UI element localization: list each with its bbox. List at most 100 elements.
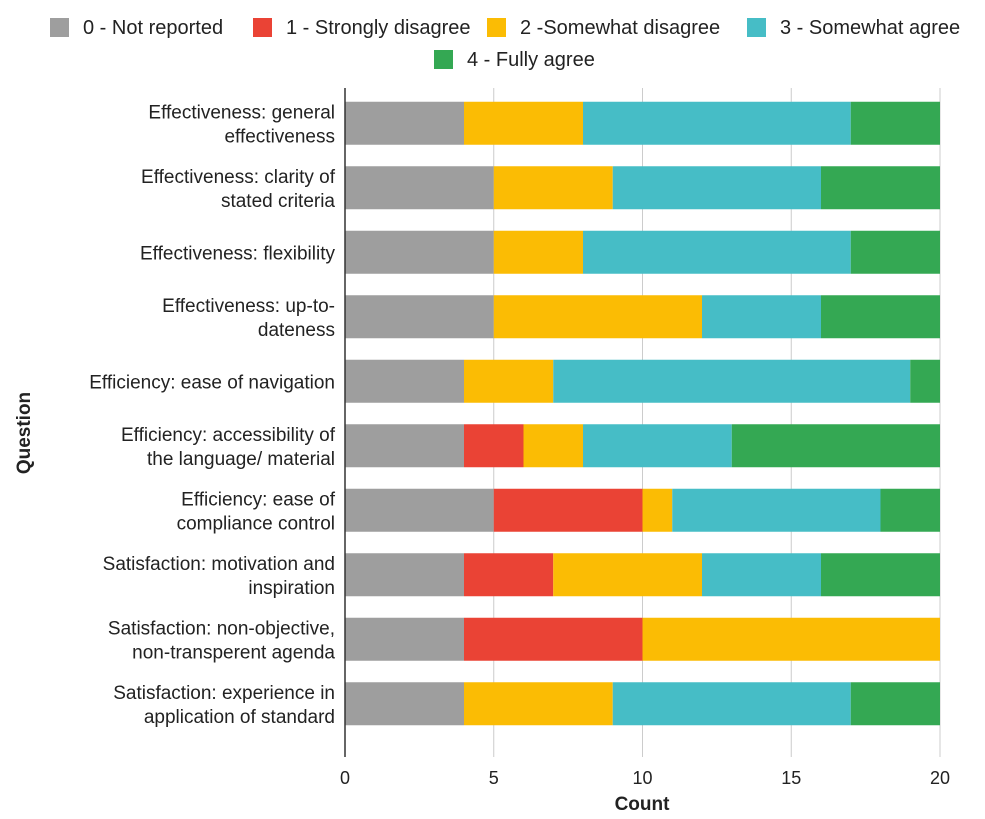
legend-item: 4 - Fully agree	[434, 49, 595, 71]
bar-segment	[493, 488, 643, 532]
legend-item: 2 -Somewhat disagree	[487, 17, 720, 39]
x-tick-label: 5	[489, 768, 499, 788]
bar-segment	[345, 424, 464, 468]
bar-segment	[553, 359, 911, 403]
bar-segment	[702, 553, 821, 597]
category-label-line: non-transperent agenda	[132, 642, 335, 663]
bar-segment	[345, 101, 464, 145]
legend-swatch	[434, 50, 453, 69]
category-label: Satisfaction: experience in application o…	[113, 683, 335, 728]
category-label: Efficiency: ease of compliance control	[177, 489, 336, 534]
bar-segment	[345, 553, 464, 597]
bar-segment	[553, 553, 702, 597]
bar-segment	[464, 424, 524, 468]
legend-label: 4 - Fully agree	[467, 49, 595, 71]
bar-segment	[910, 359, 940, 403]
legend-label: 1 - Strongly disagree	[286, 17, 471, 39]
category-label: Satisfaction: motivation and inspiration	[103, 554, 335, 599]
bar-segment	[731, 424, 940, 468]
bar-segment	[464, 553, 554, 597]
legend: 0 - Not reported 1 - Strongly disagree 2 -…	[50, 17, 960, 71]
bar-segment	[583, 424, 732, 468]
category-label: Effectiveness: flexibility	[140, 243, 336, 264]
legend-item: 0 - Not reported	[50, 17, 223, 39]
x-tick-label: 0	[340, 768, 350, 788]
x-tick-label: 20	[930, 768, 950, 788]
bar-segment	[345, 295, 494, 339]
legend-label: 2 -Somewhat disagree	[520, 17, 720, 39]
bar-segment	[583, 101, 851, 145]
bar-segment	[345, 359, 464, 403]
legend-swatch	[487, 18, 506, 37]
bar-row	[345, 617, 940, 661]
category-label-line: Satisfaction: non-objective,	[108, 618, 335, 639]
bar-segment	[464, 617, 643, 661]
category-label-line: Satisfaction: motivation and	[103, 554, 335, 575]
category-label-line: stated criteria	[221, 191, 335, 212]
category-label-line: Effectiveness: flexibility	[140, 243, 336, 264]
bar-segment	[493, 230, 583, 274]
bar-segment	[612, 682, 851, 726]
bar-row	[345, 682, 940, 726]
category-label-line: compliance control	[177, 513, 335, 534]
bar-segment	[821, 166, 940, 210]
category-label-line: Satisfaction: experience in	[113, 683, 335, 704]
category-label-line: Effectiveness: general	[148, 102, 335, 123]
category-label-line: Efficiency: ease of navigation	[89, 372, 335, 393]
legend-swatch	[253, 18, 272, 37]
bar-segment	[880, 488, 940, 532]
axes: 0 5 10 15 20	[340, 88, 950, 788]
bar-segment	[672, 488, 881, 532]
bar-row	[345, 101, 940, 145]
bar-segment	[345, 230, 494, 274]
category-label: Efficiency: accessibility of the language…	[121, 425, 336, 470]
x-tick-label: 10	[632, 768, 652, 788]
bar-row	[345, 295, 940, 339]
category-label-line: application of standard	[144, 707, 335, 728]
bar-row	[345, 359, 940, 403]
bar-segment	[850, 101, 940, 145]
bar-segment	[464, 359, 554, 403]
bar-segment	[493, 295, 702, 339]
category-label: Satisfaction: non-objective, non-transper…	[108, 618, 336, 663]
bar-segment	[493, 166, 613, 210]
category-labels: Effectiveness: general effectivenessEffec…	[89, 102, 335, 728]
bar-segment	[464, 101, 583, 145]
x-axis-title: Count	[615, 794, 671, 814]
bars	[345, 101, 940, 726]
bar-segment	[345, 682, 464, 726]
bar-segment	[821, 295, 940, 339]
bar-segment	[850, 230, 940, 274]
legend-item: 1 - Strongly disagree	[253, 17, 471, 39]
bar-segment	[345, 617, 464, 661]
bar-segment	[642, 488, 673, 532]
bar-row	[345, 230, 940, 274]
category-label: Effectiveness: up-to-dateness	[162, 296, 335, 341]
legend-label: 0 - Not reported	[83, 17, 223, 39]
bar-segment	[345, 166, 494, 210]
category-label-line: Efficiency: ease of	[181, 489, 336, 510]
bar-row	[345, 488, 940, 532]
bar-row	[345, 424, 940, 468]
bar-segment	[642, 617, 940, 661]
x-tick-label: 15	[781, 768, 801, 788]
category-label-line: Effectiveness: up-to-	[162, 296, 335, 317]
legend-item: 3 - Somewhat agree	[747, 17, 960, 39]
category-label-line: Efficiency: accessibility of	[121, 425, 336, 446]
category-label: Effectiveness: general effectiveness	[148, 102, 335, 147]
bar-segment	[702, 295, 821, 339]
legend-label: 3 - Somewhat agree	[780, 17, 960, 39]
bar-segment	[523, 424, 583, 468]
legend-swatch	[50, 18, 69, 37]
category-label-line: inspiration	[248, 578, 335, 599]
category-label: Effectiveness: clarity of stated criteria	[141, 167, 336, 212]
legend-swatch	[747, 18, 766, 37]
bar-row	[345, 553, 940, 597]
bar-segment	[583, 230, 851, 274]
category-label-line: the language/ material	[147, 449, 335, 470]
bar-row	[345, 166, 940, 210]
y-axis-title: Question	[14, 392, 35, 474]
bar-segment	[464, 682, 613, 726]
bar-segment	[345, 488, 494, 532]
